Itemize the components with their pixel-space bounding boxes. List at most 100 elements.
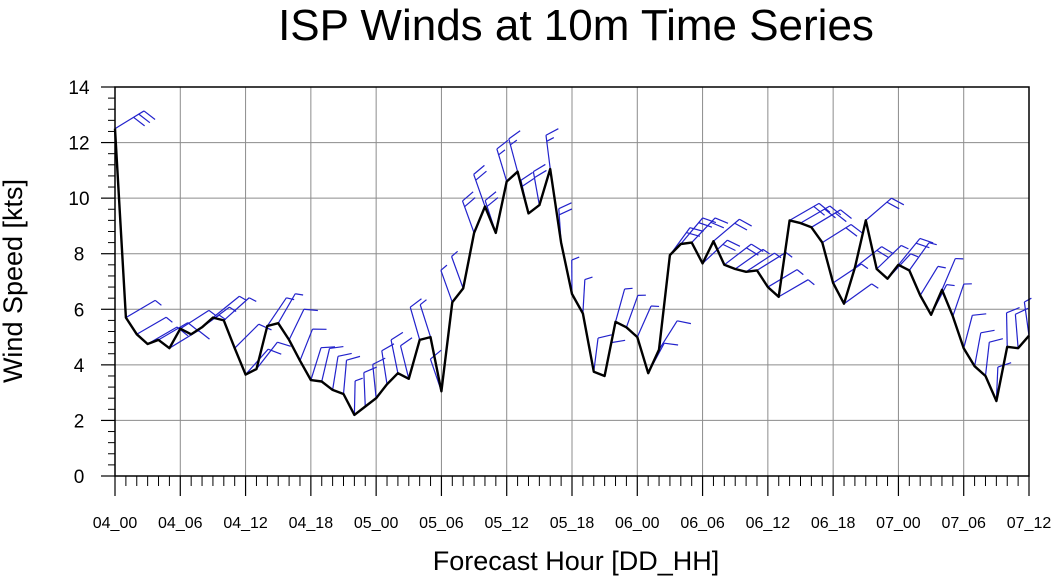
wind-barb-feather [208, 309, 216, 316]
wind-barb-staff [952, 283, 965, 317]
wind-barb-staff [288, 308, 305, 341]
y-tick-label: 8 [74, 245, 85, 266]
wind-barb-staff [1005, 312, 1008, 347]
wind-barb-staff [756, 251, 787, 271]
wind-barb-feather [558, 208, 573, 216]
wind-barb-staff [299, 328, 314, 361]
y-axis-label: Wind Speed [kts] [0, 179, 28, 383]
wind-barb-feather [400, 337, 413, 347]
wind-barb-feather [813, 205, 825, 216]
wind-barb-feather [762, 248, 770, 255]
wind-barb-feather [521, 178, 535, 187]
wind-barb-staff [310, 347, 322, 381]
y-tick-label: 10 [68, 189, 89, 210]
wind-barb-feather [239, 295, 247, 301]
wind-barb-staff [636, 305, 652, 338]
wind-barb-staff [789, 202, 820, 221]
wind-barb-feather [972, 313, 987, 316]
wind-barb-feather [900, 244, 909, 250]
wind-barb-staff [876, 245, 902, 270]
wind-barb-staff [778, 279, 809, 298]
axis-ticks [101, 86, 1030, 496]
wind-barb-feather [891, 197, 905, 206]
wind-barb-feather [734, 222, 748, 231]
wind-barb-feather [409, 298, 422, 308]
wind-barb-feather [624, 287, 633, 290]
wind-barb-feather [928, 242, 937, 246]
wind-barb-staff [363, 372, 366, 407]
wind-barb-feather [534, 169, 547, 179]
wind-barb-feather [714, 217, 729, 224]
wind-barb-feather [611, 339, 626, 344]
wind-barb-feather [419, 299, 427, 306]
wind-barb-staff [451, 256, 464, 289]
wind-barb-feather [277, 341, 291, 347]
wind-barb-feather [558, 202, 572, 210]
y-tick-label: 4 [74, 356, 85, 377]
wind-barb-feather [807, 279, 815, 286]
wind-barb-feather [520, 172, 533, 181]
wind-barb-feather [689, 227, 704, 232]
wind-barb-feather [702, 217, 717, 224]
wind-barb-feather [946, 284, 955, 287]
wind-barb-staff [941, 258, 956, 291]
series-lines [113, 128, 1030, 417]
wind-barb-staff [821, 224, 852, 244]
wind-barb-staff [212, 295, 240, 319]
wind-barb-feather [840, 209, 852, 219]
wind-barb-feather [143, 110, 156, 120]
x-tick-label: 06_18 [811, 515, 856, 532]
x-tick-label: 05_00 [354, 515, 399, 532]
wind-barb-feather [473, 164, 485, 175]
wind-barb-feather [321, 346, 336, 349]
wind-barb-staff [473, 174, 486, 207]
wind-barb-staff [321, 348, 331, 382]
wind-barb-feather [154, 299, 162, 306]
wind-barb-feather [829, 205, 842, 216]
wind-barb-staff [136, 316, 167, 335]
x-tick-label: 06_06 [680, 515, 725, 532]
wind-barb-staff [353, 380, 356, 415]
wind-barb-staff [390, 339, 399, 374]
wind-barb-staff [381, 350, 388, 385]
wind-barb-staff [614, 288, 626, 322]
x-tick-label: 05_06 [419, 515, 464, 532]
wind-barb-feather [337, 352, 352, 357]
x-tick-label: 06_00 [615, 515, 660, 532]
wind-barb-feather [390, 331, 404, 341]
wind-barb-feather [533, 163, 546, 173]
wind-barb-staff [419, 304, 432, 338]
wind-barb-staff [919, 266, 939, 296]
wind-barb-staff [658, 320, 678, 350]
wind-barb-staff [114, 110, 145, 130]
grid [115, 87, 1029, 476]
wind-barb-feather [286, 297, 295, 301]
wind-barb-staff [843, 283, 872, 305]
wind-barb-staff [372, 364, 377, 399]
wind-barb-feather [354, 377, 363, 382]
wind-barb-staff [691, 217, 716, 244]
y-tick-label: 14 [68, 78, 90, 99]
wind-barb-staff [745, 252, 775, 273]
wind-barb-staff [158, 322, 189, 341]
wind-barb-feather [845, 227, 858, 237]
wind-barb-feather [584, 276, 593, 281]
x-tick-label: 05_12 [484, 515, 529, 532]
x-axis-label: Forecast Hour [DD_HH] [433, 546, 720, 576]
wind-barb-feather [881, 246, 894, 255]
wind-barb-feather [698, 222, 713, 228]
wind-barb-staff [908, 242, 930, 271]
wind-barb-staff [440, 270, 453, 303]
wind-barb-feather [937, 265, 946, 269]
wind-barb-staff [984, 342, 990, 377]
wind-barb-feather [915, 242, 930, 249]
wind-barb-feather [486, 197, 499, 207]
wind-barb-staff [223, 297, 250, 321]
wind-barb-feather [571, 256, 580, 261]
wind-barb-feather [739, 218, 752, 227]
x-tick-labels: 04_00 04_06 04_12 04_18 05_00 05_06 05_12 05_18… [93, 515, 1052, 532]
wind-barb-staff [1023, 301, 1030, 336]
wind-barb-staff [332, 356, 339, 390]
x-tick-label: 06_12 [746, 515, 791, 532]
